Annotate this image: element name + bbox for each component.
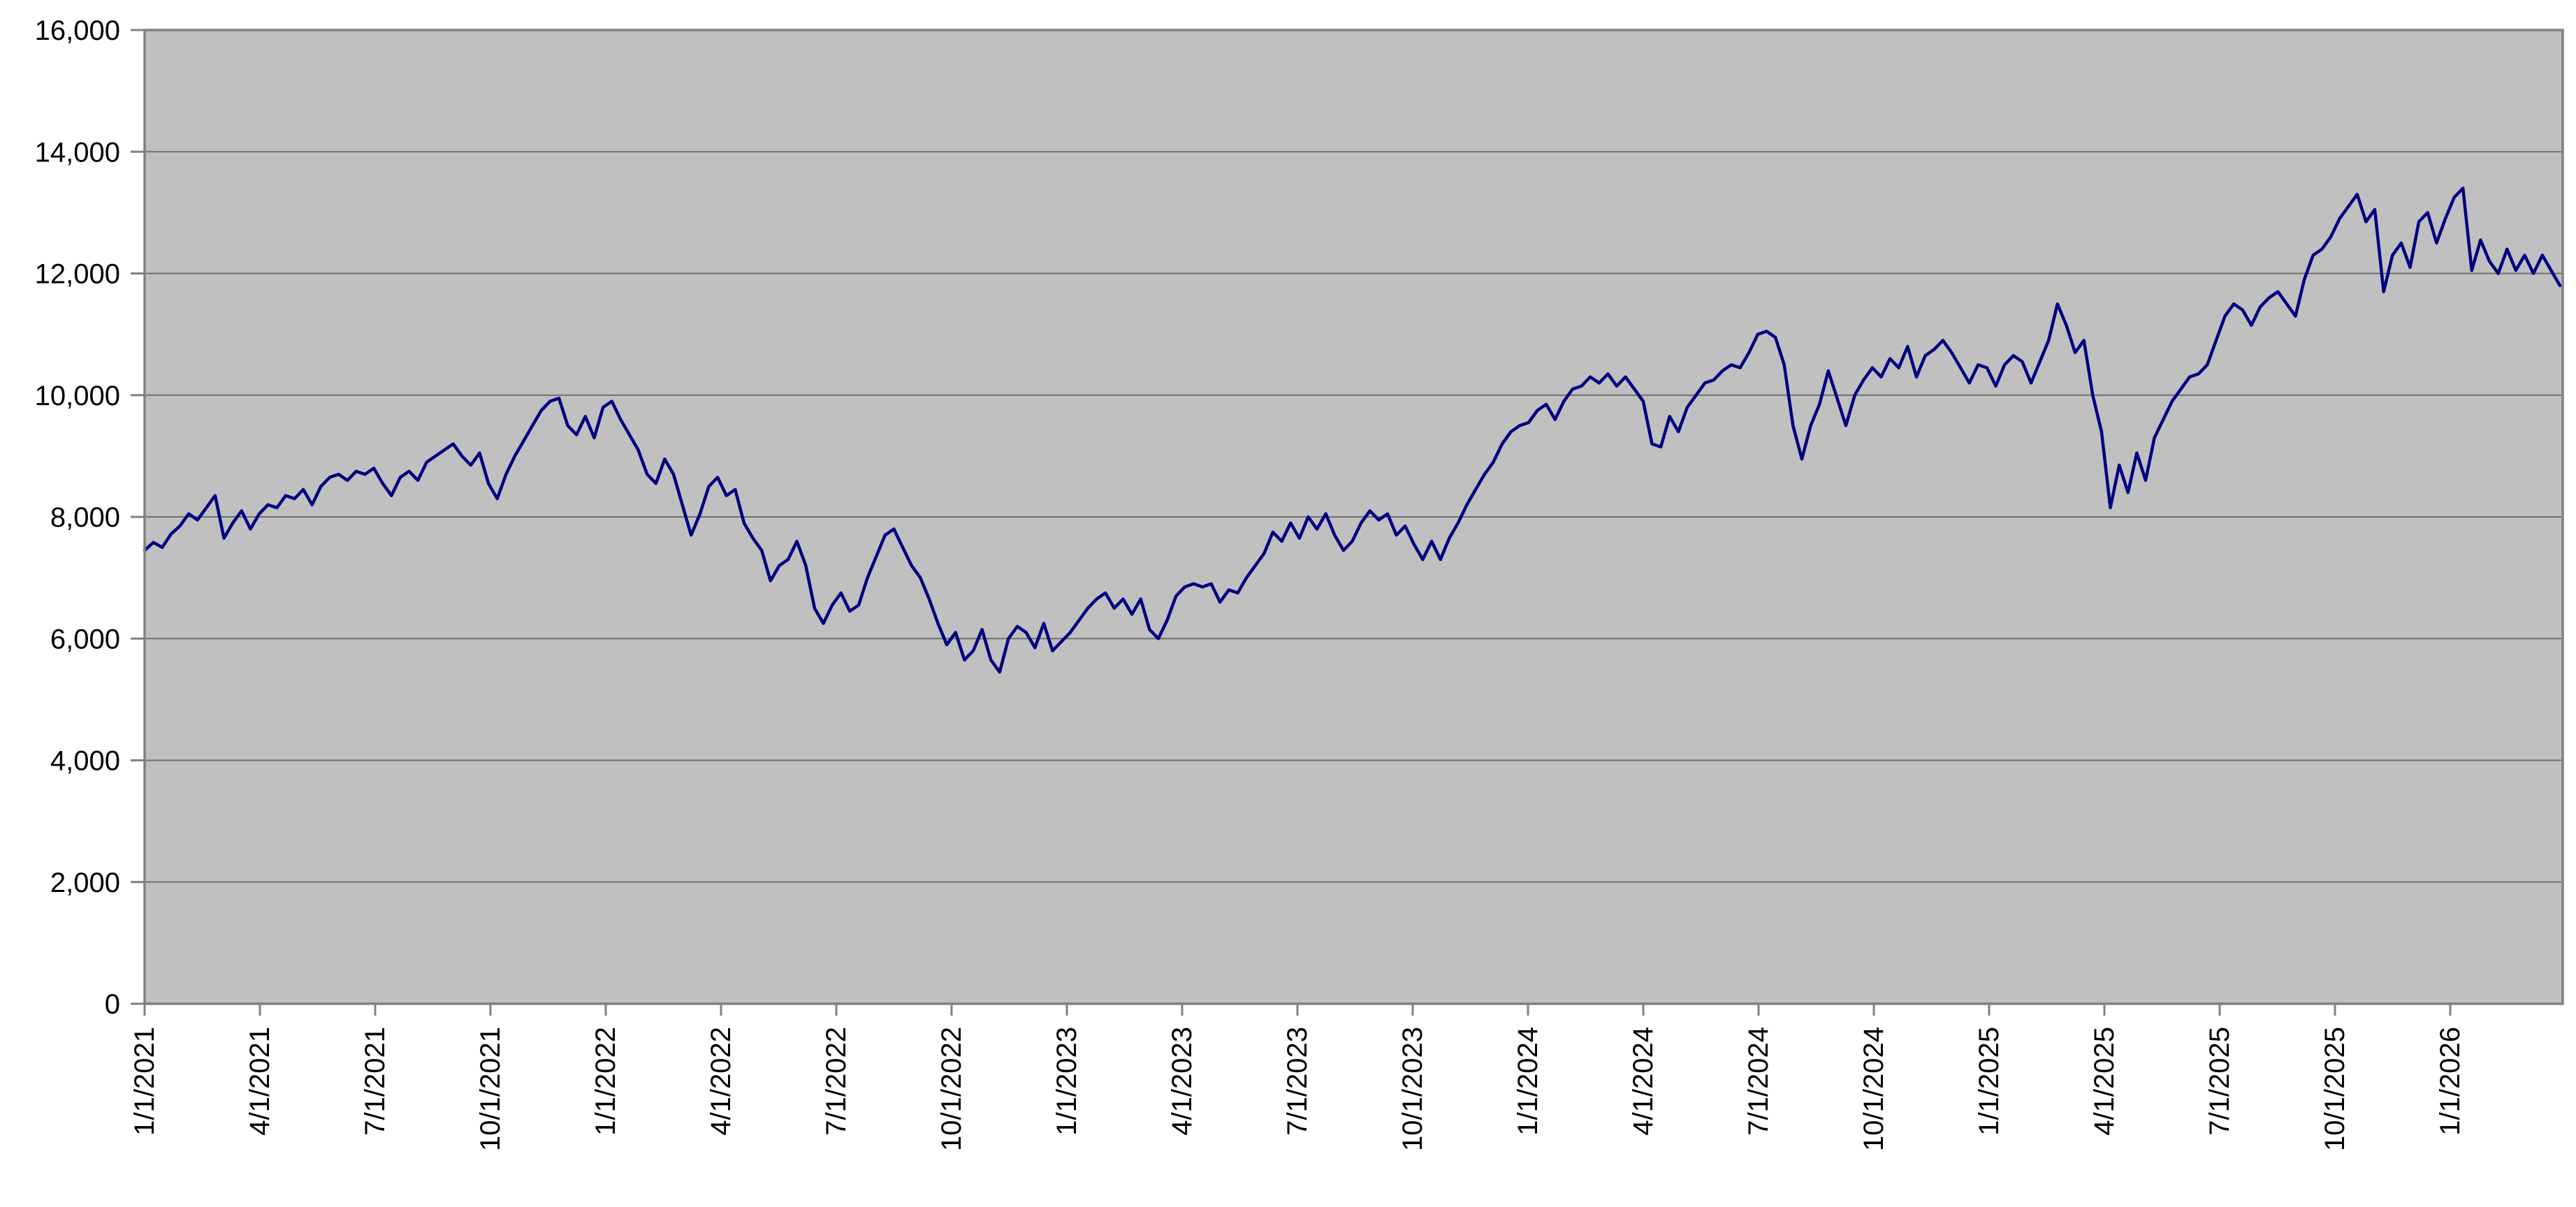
x-axis-tick-label: 10/1/2021 [475,1027,506,1151]
x-axis-tick-label: 4/1/2021 [245,1027,275,1136]
x-axis-labels: 1/1/2021 4/1/2021 7/1/2021 10/1/2021 1/1/202… [129,1027,2466,1151]
axis-ticks [131,29,2452,1016]
x-axis-tick-label: 1/1/2026 [2435,1027,2466,1136]
x-axis-tick-label: 1/1/2024 [1513,1027,1543,1136]
x-axis-tick-label: 10/1/2023 [1397,1027,1428,1151]
x-axis-tick-label: 4/1/2022 [706,1027,736,1136]
y-axis-tick-label: 16,000 [35,15,120,46]
x-axis-tick-label: 1/1/2021 [129,1027,160,1136]
x-axis-tick-label: 7/1/2024 [1743,1027,1774,1136]
x-axis-tick-label: 7/1/2023 [1282,1027,1313,1136]
x-axis-tick-label: 7/1/2022 [821,1027,852,1136]
gridlines [145,151,2563,883]
x-axis-tick-label: 1/1/2022 [590,1027,621,1136]
y-axis-tick-label: 0 [105,989,120,1020]
y-axis-labels: 0 2,000 4,000 6,000 8,000 10,000 12,000 14,000 1… [35,15,120,1020]
series-value [143,186,2562,674]
x-axis-tick-label: 1/1/2025 [1974,1027,2004,1136]
y-axis-tick-label: 10,000 [35,381,120,411]
x-axis-tick-label: 7/1/2025 [2204,1027,2235,1136]
y-axis-tick-label: 2,000 [50,868,120,898]
y-axis-tick-label: 8,000 [50,502,120,533]
x-axis-tick-label: 7/1/2021 [360,1027,391,1136]
y-axis-tick-label: 6,000 [50,624,120,654]
x-axis-tick-label: 10/1/2024 [1858,1027,1889,1151]
x-axis-tick-label: 4/1/2024 [1628,1027,1659,1136]
x-axis-tick-label: 10/1/2025 [2320,1027,2350,1151]
x-axis-tick-label: 4/1/2025 [2089,1027,2120,1136]
y-axis-tick-label: 14,000 [35,137,120,168]
y-axis-tick-label: 12,000 [35,259,120,290]
x-axis-tick-label: 1/1/2023 [1051,1027,1082,1136]
x-axis-tick-label: 10/1/2022 [936,1027,967,1151]
x-axis-tick-label: 4/1/2023 [1167,1027,1198,1136]
y-axis-tick-label: 4,000 [50,746,120,777]
data-series-line [143,186,2562,674]
